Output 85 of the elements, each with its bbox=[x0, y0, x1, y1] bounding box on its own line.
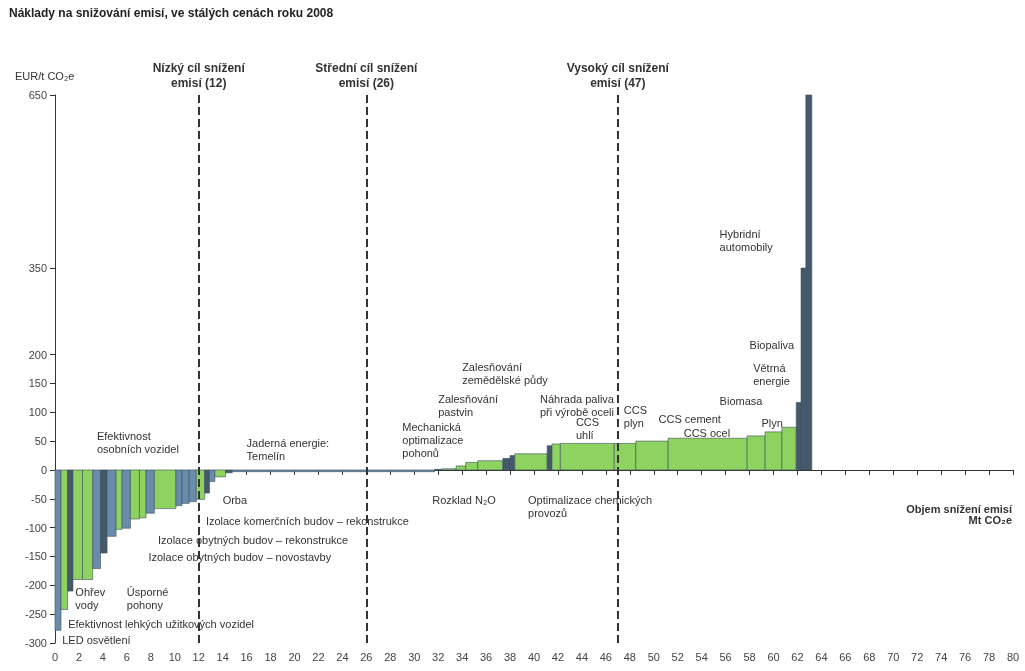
y-tick-label: 200 bbox=[28, 348, 47, 361]
x-tick-label: 76 bbox=[958, 650, 972, 663]
x-tick-label: 56 bbox=[719, 650, 732, 663]
x-tick-label: 66 bbox=[839, 650, 852, 663]
x-tick-label: 52 bbox=[671, 650, 684, 663]
x-tick-label: 74 bbox=[935, 650, 948, 663]
x-tick-label: 2 bbox=[75, 650, 83, 663]
annotation: Zalesňování zemědělské půdy bbox=[462, 360, 549, 386]
annotation: Optimalizace chemických provozů bbox=[528, 493, 653, 519]
annotation: Mechanická optimalizace pohonů bbox=[402, 421, 464, 460]
annotation: Hybridní automobily bbox=[719, 228, 774, 254]
y-tick-label: -200 bbox=[24, 579, 47, 592]
x-tick-label: 8 bbox=[147, 650, 154, 663]
y-tick-label: 350 bbox=[28, 262, 47, 275]
annotation: Izolace obytných budov – novostavby bbox=[148, 551, 332, 564]
x-tick-label: 20 bbox=[288, 650, 301, 663]
x-tick-label: 14 bbox=[216, 650, 229, 663]
x-axis-title: Objem snížení emisí Mt CO₂e bbox=[906, 503, 1013, 527]
x-tick-label: 22 bbox=[312, 650, 325, 663]
ref-line-label: Vysoký cíl snížení emisí (47) bbox=[566, 60, 670, 90]
annotation: Efektivnost lehkých užitkových vozidel bbox=[68, 617, 255, 630]
x-tick-label: 38 bbox=[503, 650, 517, 663]
annotation: CCS uhlí bbox=[575, 415, 600, 441]
y-tick-label: 50 bbox=[34, 435, 47, 448]
annotation: Náhrada paliva při výrobě oceli bbox=[539, 392, 615, 418]
x-tick-label: 54 bbox=[695, 650, 708, 663]
ref-line-label: Nízký cíl snížení emisí (12) bbox=[152, 60, 246, 90]
annotation: Větrná energie bbox=[753, 362, 790, 387]
x-tick-label: 72 bbox=[911, 650, 924, 663]
annotation: Ohřev vody bbox=[75, 585, 106, 611]
x-tick-label: 46 bbox=[599, 650, 612, 663]
y-axis-title: EUR/t CO₂e bbox=[15, 69, 75, 82]
annotation: Úsporné pohony bbox=[126, 585, 169, 611]
x-tick-label: 44 bbox=[575, 650, 589, 663]
x-tick-label: 28 bbox=[384, 650, 397, 663]
annotation: Izolace obytných budov – rekonstrukce bbox=[157, 533, 349, 546]
x-tick-label: 70 bbox=[887, 650, 900, 663]
x-tick-label: 64 bbox=[815, 650, 828, 663]
annotation: Izolace komerčních budov – rekonstrukce bbox=[205, 515, 409, 528]
y-tick-label: 100 bbox=[28, 406, 47, 419]
x-tick-label: 36 bbox=[479, 650, 493, 663]
y-tick-label: 0 bbox=[40, 463, 47, 476]
annotation: Zalesňování pastvin bbox=[438, 392, 499, 418]
x-tick-label: 30 bbox=[408, 650, 421, 663]
annotation: Efektivnost osobních vozidel bbox=[96, 430, 179, 456]
x-tick-label: 10 bbox=[168, 650, 181, 663]
x-tick-label: 6 bbox=[123, 650, 130, 663]
x-tick-label: 62 bbox=[791, 650, 804, 663]
annotation: CCS ocel bbox=[683, 427, 731, 440]
chart-title: Náklady na snižování emisí, ve stálých cenách roku 2008 bbox=[9, 6, 334, 20]
x-tick-label: 32 bbox=[432, 650, 445, 663]
x-tick-label: 58 bbox=[743, 650, 756, 663]
annotation: Rozklad N₂O bbox=[432, 493, 497, 506]
annotation: Orba bbox=[222, 493, 248, 506]
annotation: CCS plyn bbox=[623, 404, 648, 430]
x-tick-label: 34 bbox=[456, 650, 469, 663]
x-tick-label: 68 bbox=[863, 650, 876, 663]
annotation: LED osvětlení bbox=[62, 633, 131, 646]
annotation: Jaderná energie: Temelín bbox=[246, 436, 330, 462]
x-tick-label: 26 bbox=[360, 650, 373, 663]
annotation: CCS cement bbox=[658, 412, 721, 425]
x-tick-label: 16 bbox=[240, 650, 253, 663]
y-tick-label: -100 bbox=[24, 521, 47, 534]
annotation: Plyn bbox=[761, 417, 783, 430]
x-tick-label: 48 bbox=[623, 650, 636, 663]
y-tick-label: -250 bbox=[24, 608, 47, 621]
y-tick-label: -50 bbox=[31, 492, 47, 505]
x-tick-label: 18 bbox=[264, 650, 277, 663]
x-tick-label: 50 bbox=[647, 650, 660, 663]
y-tick-label: -150 bbox=[24, 550, 47, 563]
x-tick-label: 0 bbox=[51, 650, 59, 663]
x-tick-label: 40 bbox=[527, 650, 541, 663]
x-tick-label: 4 bbox=[99, 650, 106, 663]
annotation: Biopaliva bbox=[749, 338, 796, 351]
x-tick-label: 42 bbox=[551, 650, 565, 663]
x-tick-label: 60 bbox=[767, 650, 780, 663]
x-tick-label: 78 bbox=[982, 650, 996, 663]
y-tick-label: 150 bbox=[28, 377, 47, 390]
annotation: Biomasa bbox=[719, 395, 764, 408]
x-tick-label: 12 bbox=[192, 650, 205, 663]
y-tick-label: -300 bbox=[24, 637, 47, 649]
y-tick-label: 650 bbox=[28, 89, 47, 101]
ref-line-label: Střední cíl snížení emisí (26) bbox=[315, 60, 419, 90]
x-tick-label: 24 bbox=[336, 650, 349, 663]
x-tick-label: 80 bbox=[1006, 650, 1020, 663]
